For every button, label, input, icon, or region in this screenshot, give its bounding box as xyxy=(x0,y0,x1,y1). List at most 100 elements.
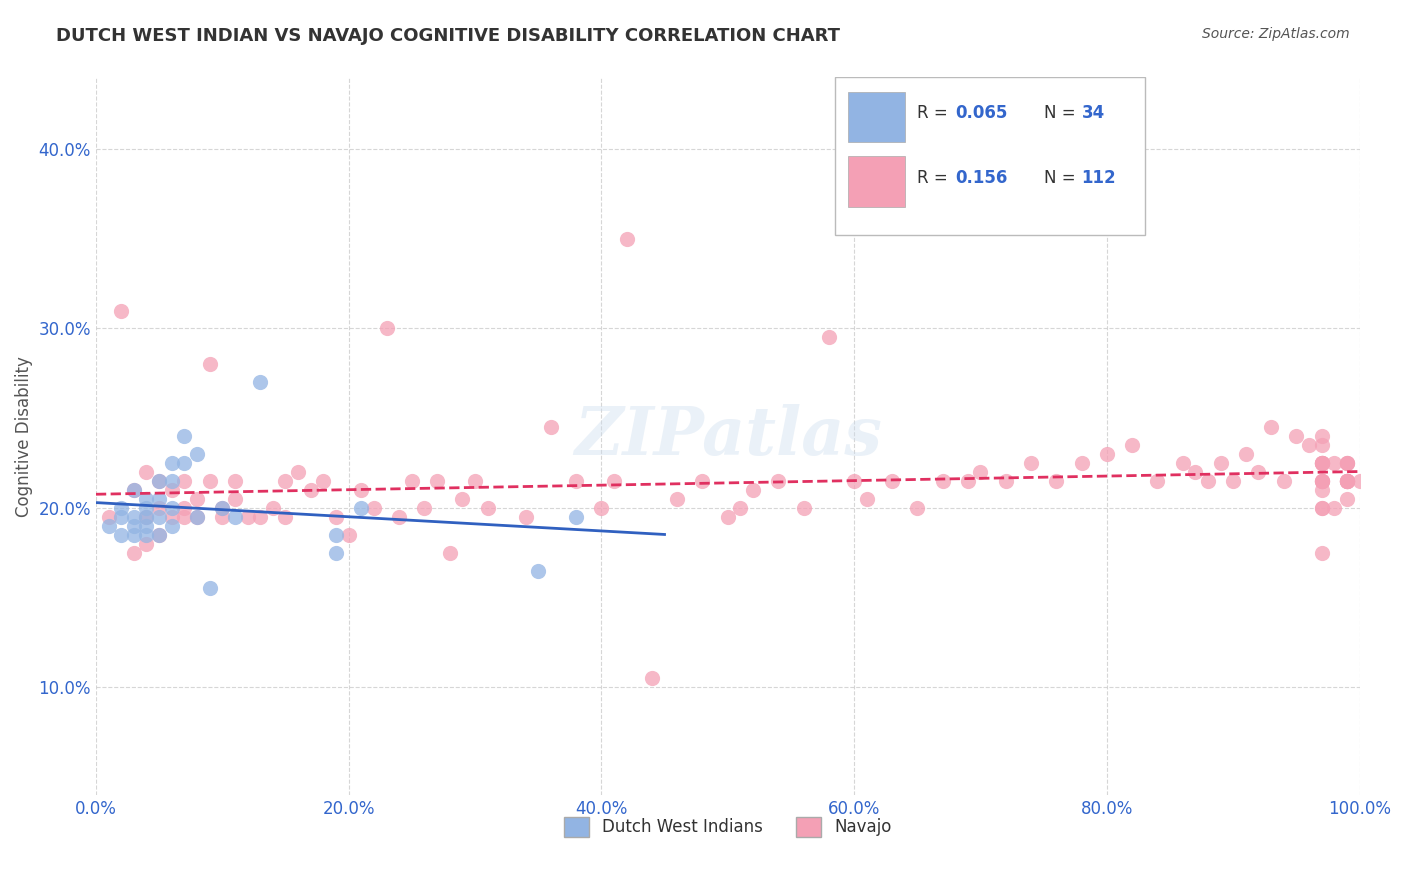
Point xyxy=(160,474,183,488)
Point xyxy=(135,536,157,550)
Point xyxy=(350,500,373,515)
Point xyxy=(122,527,145,541)
FancyBboxPatch shape xyxy=(835,78,1144,235)
Point xyxy=(905,500,928,515)
Point xyxy=(122,483,145,497)
Point xyxy=(97,518,120,533)
Point xyxy=(1336,474,1358,488)
Point xyxy=(1336,474,1358,488)
Point xyxy=(1323,500,1346,515)
Point xyxy=(211,509,233,524)
Point xyxy=(1310,483,1333,497)
Point xyxy=(817,330,839,344)
Text: 0.065: 0.065 xyxy=(955,104,1008,122)
Point xyxy=(198,582,221,596)
Point xyxy=(148,500,170,515)
Text: 112: 112 xyxy=(1081,169,1116,186)
Point xyxy=(135,500,157,515)
Point xyxy=(110,509,132,524)
Point xyxy=(122,509,145,524)
Point xyxy=(249,509,271,524)
Point xyxy=(350,483,373,497)
Point xyxy=(1310,500,1333,515)
Point xyxy=(842,474,865,488)
Point xyxy=(198,474,221,488)
Point xyxy=(363,500,385,515)
Point xyxy=(1323,456,1346,470)
Point xyxy=(1260,420,1282,434)
Point xyxy=(515,509,537,524)
Point xyxy=(1310,456,1333,470)
Point xyxy=(160,500,183,515)
Point xyxy=(211,500,233,515)
Point xyxy=(717,509,740,524)
Point xyxy=(186,509,208,524)
FancyBboxPatch shape xyxy=(848,92,904,142)
Point xyxy=(1336,474,1358,488)
Point xyxy=(1336,491,1358,506)
Point xyxy=(969,465,991,479)
Point xyxy=(742,483,765,497)
Point xyxy=(148,474,170,488)
Point xyxy=(97,509,120,524)
Point xyxy=(110,527,132,541)
Point xyxy=(855,491,877,506)
Legend: Dutch West Indians, Navajo: Dutch West Indians, Navajo xyxy=(557,810,898,844)
Point xyxy=(1310,474,1333,488)
FancyBboxPatch shape xyxy=(848,156,904,207)
Point xyxy=(792,500,814,515)
Point xyxy=(1234,447,1257,461)
Text: N =: N = xyxy=(1043,169,1080,186)
Point xyxy=(1336,474,1358,488)
Point xyxy=(1019,456,1042,470)
Point xyxy=(224,474,246,488)
Point xyxy=(1310,438,1333,452)
Point xyxy=(540,420,562,434)
Point xyxy=(1310,474,1333,488)
Point xyxy=(337,527,360,541)
Point xyxy=(464,474,486,488)
Point xyxy=(262,500,284,515)
Point xyxy=(1310,546,1333,560)
Point xyxy=(299,483,322,497)
Point xyxy=(994,474,1017,488)
Point xyxy=(692,474,714,488)
Point xyxy=(565,509,588,524)
Point xyxy=(173,474,195,488)
Point xyxy=(1171,456,1194,470)
Text: R =: R = xyxy=(917,169,953,186)
Point xyxy=(413,500,436,515)
Point xyxy=(148,474,170,488)
Point xyxy=(616,232,638,246)
Point xyxy=(122,483,145,497)
Point xyxy=(325,546,347,560)
Point xyxy=(388,509,411,524)
Point xyxy=(325,527,347,541)
Point xyxy=(451,491,474,506)
Point xyxy=(135,509,157,524)
Text: R =: R = xyxy=(917,104,953,122)
Point xyxy=(224,509,246,524)
Point xyxy=(527,564,550,578)
Point xyxy=(1184,465,1206,479)
Point xyxy=(160,483,183,497)
Point xyxy=(173,456,195,470)
Point xyxy=(224,491,246,506)
Point xyxy=(198,357,221,371)
Point xyxy=(1247,465,1270,479)
Point xyxy=(249,376,271,390)
Point xyxy=(730,500,752,515)
Point xyxy=(135,465,157,479)
Point xyxy=(1336,456,1358,470)
Point xyxy=(1336,456,1358,470)
Point xyxy=(1209,456,1232,470)
Point xyxy=(1146,474,1168,488)
Point xyxy=(287,465,309,479)
Point xyxy=(274,474,297,488)
Point xyxy=(186,491,208,506)
Point xyxy=(122,518,145,533)
Point xyxy=(148,527,170,541)
Point xyxy=(880,474,903,488)
Text: N =: N = xyxy=(1043,104,1080,122)
Point xyxy=(1348,474,1371,488)
